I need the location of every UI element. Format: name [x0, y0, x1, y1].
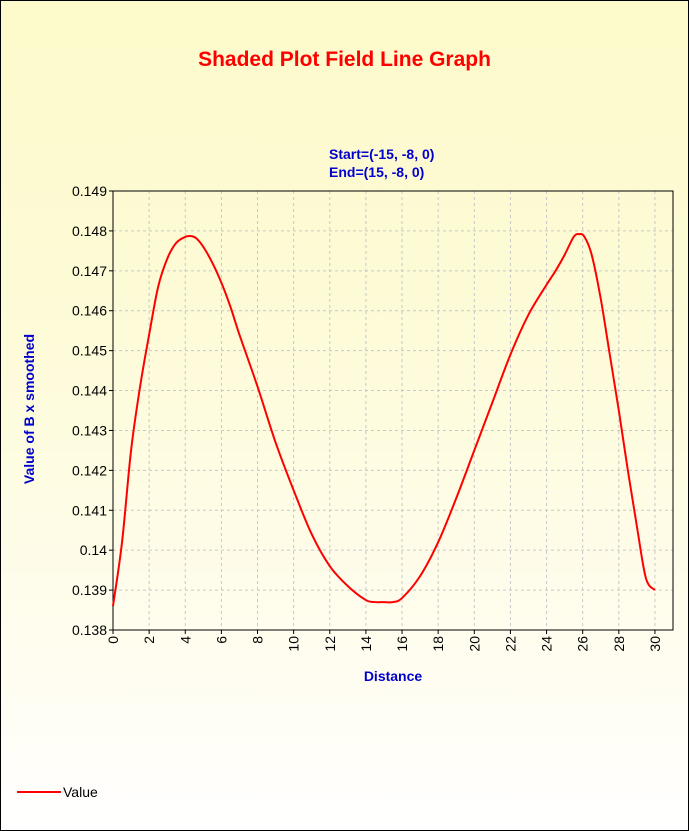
- y-tick-label: 0.139: [72, 582, 107, 598]
- x-tick-label: 8: [250, 636, 266, 644]
- plot-area: [112, 190, 674, 631]
- x-tick-label: 24: [539, 636, 555, 652]
- y-tick-label: 0.148: [72, 223, 107, 239]
- y-tick-label: 0.141: [72, 502, 107, 518]
- x-tick-label: 18: [430, 636, 446, 652]
- y-tick-label: 0.14: [80, 542, 107, 558]
- x-tick-label: 20: [466, 636, 482, 652]
- y-axis-ticks: 0.138 0.139 0.14 0.141 0.142 0.143 0.144 0.145 0…: [72, 183, 113, 638]
- x-tick-label: 22: [502, 636, 518, 652]
- y-tick-label: 0.142: [72, 462, 107, 478]
- x-tick-label: 0: [105, 636, 121, 644]
- y-tick-label: 0.138: [72, 622, 107, 638]
- chart-subtitle-start: Start=(-15, -8, 0): [329, 146, 435, 162]
- series-group: [112, 233, 656, 607]
- x-tick-label: 2: [141, 636, 157, 644]
- chart-title: Shaded Plot Field Line Graph: [198, 48, 491, 71]
- legend-swatch-value: [17, 791, 61, 793]
- x-tick-label: 10: [286, 636, 302, 652]
- y-tick-label: 0.149: [72, 183, 107, 199]
- x-tick-label: 28: [611, 636, 627, 652]
- y-tick-label: 0.144: [72, 383, 107, 399]
- x-tick-label: 4: [177, 636, 193, 644]
- y-tick-label: 0.146: [72, 303, 107, 319]
- x-axis-label: Distance: [363, 668, 423, 684]
- chart-subtitle-end: End=(15, -8, 0): [329, 164, 425, 180]
- y-tick-label: 0.143: [72, 422, 107, 438]
- x-tick-label: 12: [322, 636, 338, 652]
- y-tick-label: 0.147: [72, 263, 107, 279]
- series-line-value: [112, 233, 656, 607]
- legend-label-value: Value: [63, 784, 98, 800]
- x-tick-label: 26: [575, 636, 591, 652]
- x-tick-label: 30: [647, 636, 663, 652]
- x-tick-label: 14: [358, 636, 374, 652]
- y-tick-label: 0.145: [72, 343, 107, 359]
- x-axis-ticks: 0 2 4 6 8 10 12 14 16 18 20 22 24 26 28 30: [105, 630, 663, 652]
- grid-lines: [113, 191, 673, 630]
- x-tick-label: 6: [213, 636, 229, 644]
- x-tick-label: 16: [394, 636, 410, 652]
